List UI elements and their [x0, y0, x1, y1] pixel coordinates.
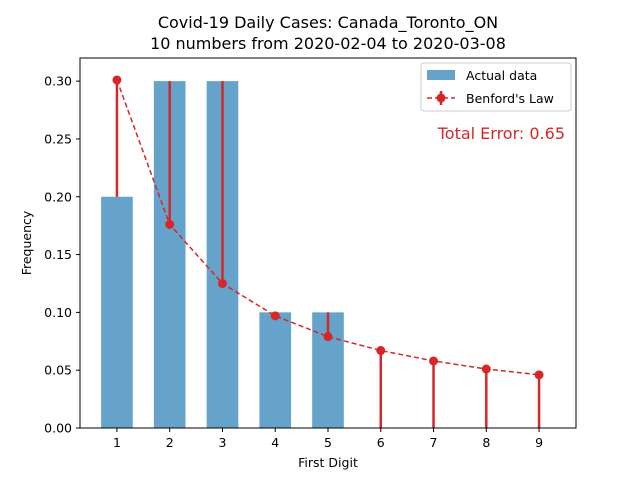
- total-error-annotation: Total Error: 0.65: [437, 124, 565, 143]
- y-tick-label-0.20: 0.20: [44, 189, 72, 204]
- x-tick-label-9: 9: [535, 435, 543, 450]
- x-tick-label-7: 7: [430, 435, 438, 450]
- y-tick-label-0.10: 0.10: [44, 305, 72, 320]
- y-axis-label: Frequency: [19, 210, 34, 275]
- x-tick-label-2: 2: [166, 435, 174, 450]
- x-tick-label-3: 3: [218, 435, 226, 450]
- legend-label-benford: Benford's Law: [466, 91, 554, 106]
- plot-area: 1 2 3 4 5 6 7 8 9 0.00 0.05 0.10 0.15 0.20 0.25 0.30: [44, 57, 577, 450]
- benford-marker-digit-8: [481, 364, 491, 374]
- x-tick-label-1: 1: [113, 435, 121, 450]
- benford-marker-digit-4: [270, 311, 280, 321]
- legend-label-actual: Actual data: [466, 68, 537, 83]
- x-tick-label-4: 4: [271, 435, 279, 450]
- y-tick-label-0.25: 0.25: [44, 131, 72, 146]
- legend-swatch-actual: [427, 70, 455, 80]
- benford-marker-digit-2: [165, 220, 175, 229]
- x-axis-label: First Digit: [298, 455, 358, 470]
- chart-title: Covid-19 Daily Cases: Canada_Toronto_ON: [158, 13, 498, 33]
- x-tick-label-8: 8: [482, 435, 490, 450]
- chart-subtitle: 10 numbers from 2020-02-04 to 2020-03-08: [150, 34, 506, 53]
- y-tick-label-0.15: 0.15: [44, 247, 72, 262]
- x-tick-label-6: 6: [377, 435, 385, 450]
- benford-marker-digit-1: [112, 75, 122, 85]
- benford-marker-digit-9: [534, 370, 544, 380]
- bar-digit-4: [259, 312, 292, 428]
- y-tick-label-0.00: 0.00: [44, 421, 72, 436]
- legend-marker-benford: [436, 93, 446, 103]
- benford-marker-digit-5: [323, 332, 333, 342]
- y-tick-label-0.30: 0.30: [44, 74, 72, 89]
- benford-marker-digit-7: [429, 356, 439, 366]
- x-tick-label-5: 5: [324, 435, 332, 450]
- y-tick-label-0.05: 0.05: [44, 363, 72, 378]
- benford-marker-digit-3: [217, 278, 227, 288]
- benford-line: [116, 79, 540, 376]
- legend-box: [420, 62, 572, 112]
- bar-digit-1: [101, 196, 133, 428]
- legend: Actual data Benford's Law: [420, 62, 572, 112]
- benford-marker-digit-6: [376, 346, 386, 356]
